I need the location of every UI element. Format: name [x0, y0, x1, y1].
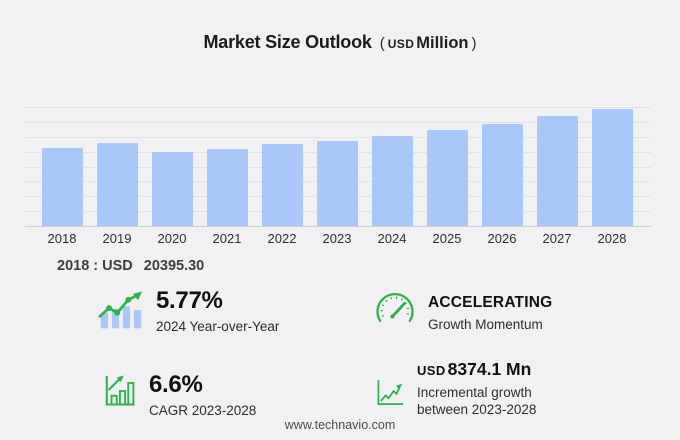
x-tick-label-2028: 2028	[597, 231, 627, 246]
bar-2025	[426, 130, 468, 226]
bar-2021	[206, 148, 248, 226]
title-text: Market Size Outlook	[203, 32, 372, 52]
x-tick-label-2027: 2027	[542, 231, 572, 246]
bar-2027	[536, 115, 578, 226]
stat-momentum: ACCELERATING Growth Momentum	[374, 292, 552, 333]
close-paren: )	[471, 35, 477, 52]
x-tick-label-2019: 2019	[102, 231, 132, 246]
momentum-label: Growth Momentum	[428, 316, 543, 332]
stat-cagr: 6.6% CAGR 2023-2028	[102, 373, 256, 419]
yoy-label: 2024 Year-over-Year	[156, 319, 280, 334]
page-title: Market Size Outlook (USD Million)	[0, 32, 680, 53]
stat-cagr-text: 6.6% CAGR 2023-2028	[149, 373, 256, 419]
x-axis-labels: 2018 2019 2020 2021 2022 2023 2024 2025 2026 2027…	[25, 231, 651, 247]
currency-label: USD	[387, 37, 415, 51]
bar-2020	[151, 151, 193, 226]
base-year-label: 2018 : USD	[57, 258, 133, 274]
incremental-value: USD 8374.1 Mn	[417, 359, 557, 379]
stat-yoy-text: 5.77% 2024 Year-over-Year	[156, 289, 279, 335]
bar-2023	[316, 140, 358, 226]
stat-yoy: 5.77% 2024 Year-over-Year	[98, 289, 279, 335]
x-tick-label-2022: 2022	[267, 231, 297, 246]
bar-2018	[41, 148, 83, 226]
gridline	[25, 121, 651, 123]
x-tick-label-2025: 2025	[432, 231, 462, 246]
x-tick-label-2026: 2026	[487, 231, 517, 246]
momentum-value: ACCELERATING	[428, 294, 553, 311]
stat-incremental-text: USD 8374.1 Mn Incremental growth between …	[417, 359, 557, 418]
x-tick-label-2018: 2018	[47, 231, 77, 246]
stat-incremental: USD 8374.1 Mn Incremental growth between …	[375, 359, 557, 418]
cagr-label: CAGR 2023-2028	[149, 403, 257, 418]
x-tick-label-2021: 2021	[212, 231, 242, 246]
base-year-highlight: 2018 : USD 20395.30	[57, 258, 204, 274]
bar-2028	[591, 108, 633, 226]
cagr-value: 6.6%	[149, 371, 203, 398]
stat-momentum-text: ACCELERATING Growth Momentum	[428, 292, 552, 333]
bar-2024	[371, 136, 413, 226]
incremental-label: Incremental growth between 2023-2028	[417, 384, 537, 417]
base-year-value: 20395.30	[143, 258, 205, 274]
bar-2026	[481, 123, 523, 226]
gridline	[25, 107, 651, 108]
bar-plot	[25, 107, 651, 227]
x-axis-line	[25, 226, 651, 227]
yoy-value: 5.77%	[156, 287, 223, 314]
title-unit: (USD Million)	[379, 34, 477, 52]
incremental-currency: USD	[417, 363, 446, 378]
bars-trend-up-icon	[98, 289, 144, 334]
incremental-amount: 8374.1 Mn	[447, 359, 532, 379]
bar-2022	[261, 144, 303, 226]
bar-2019	[96, 143, 138, 226]
speedometer-icon	[374, 292, 416, 332]
gridline	[25, 136, 651, 138]
open-paren: (	[379, 35, 385, 52]
x-tick-label-2023: 2023	[322, 231, 352, 246]
bar-chart-arrow-icon	[102, 373, 137, 414]
x-tick-label-2024: 2024	[377, 231, 407, 246]
footer-url: www.technavio.com	[284, 418, 396, 432]
unit-word: Million	[416, 34, 469, 52]
line-chart-arrow-icon	[375, 378, 405, 412]
x-tick-label-2020: 2020	[157, 231, 187, 246]
